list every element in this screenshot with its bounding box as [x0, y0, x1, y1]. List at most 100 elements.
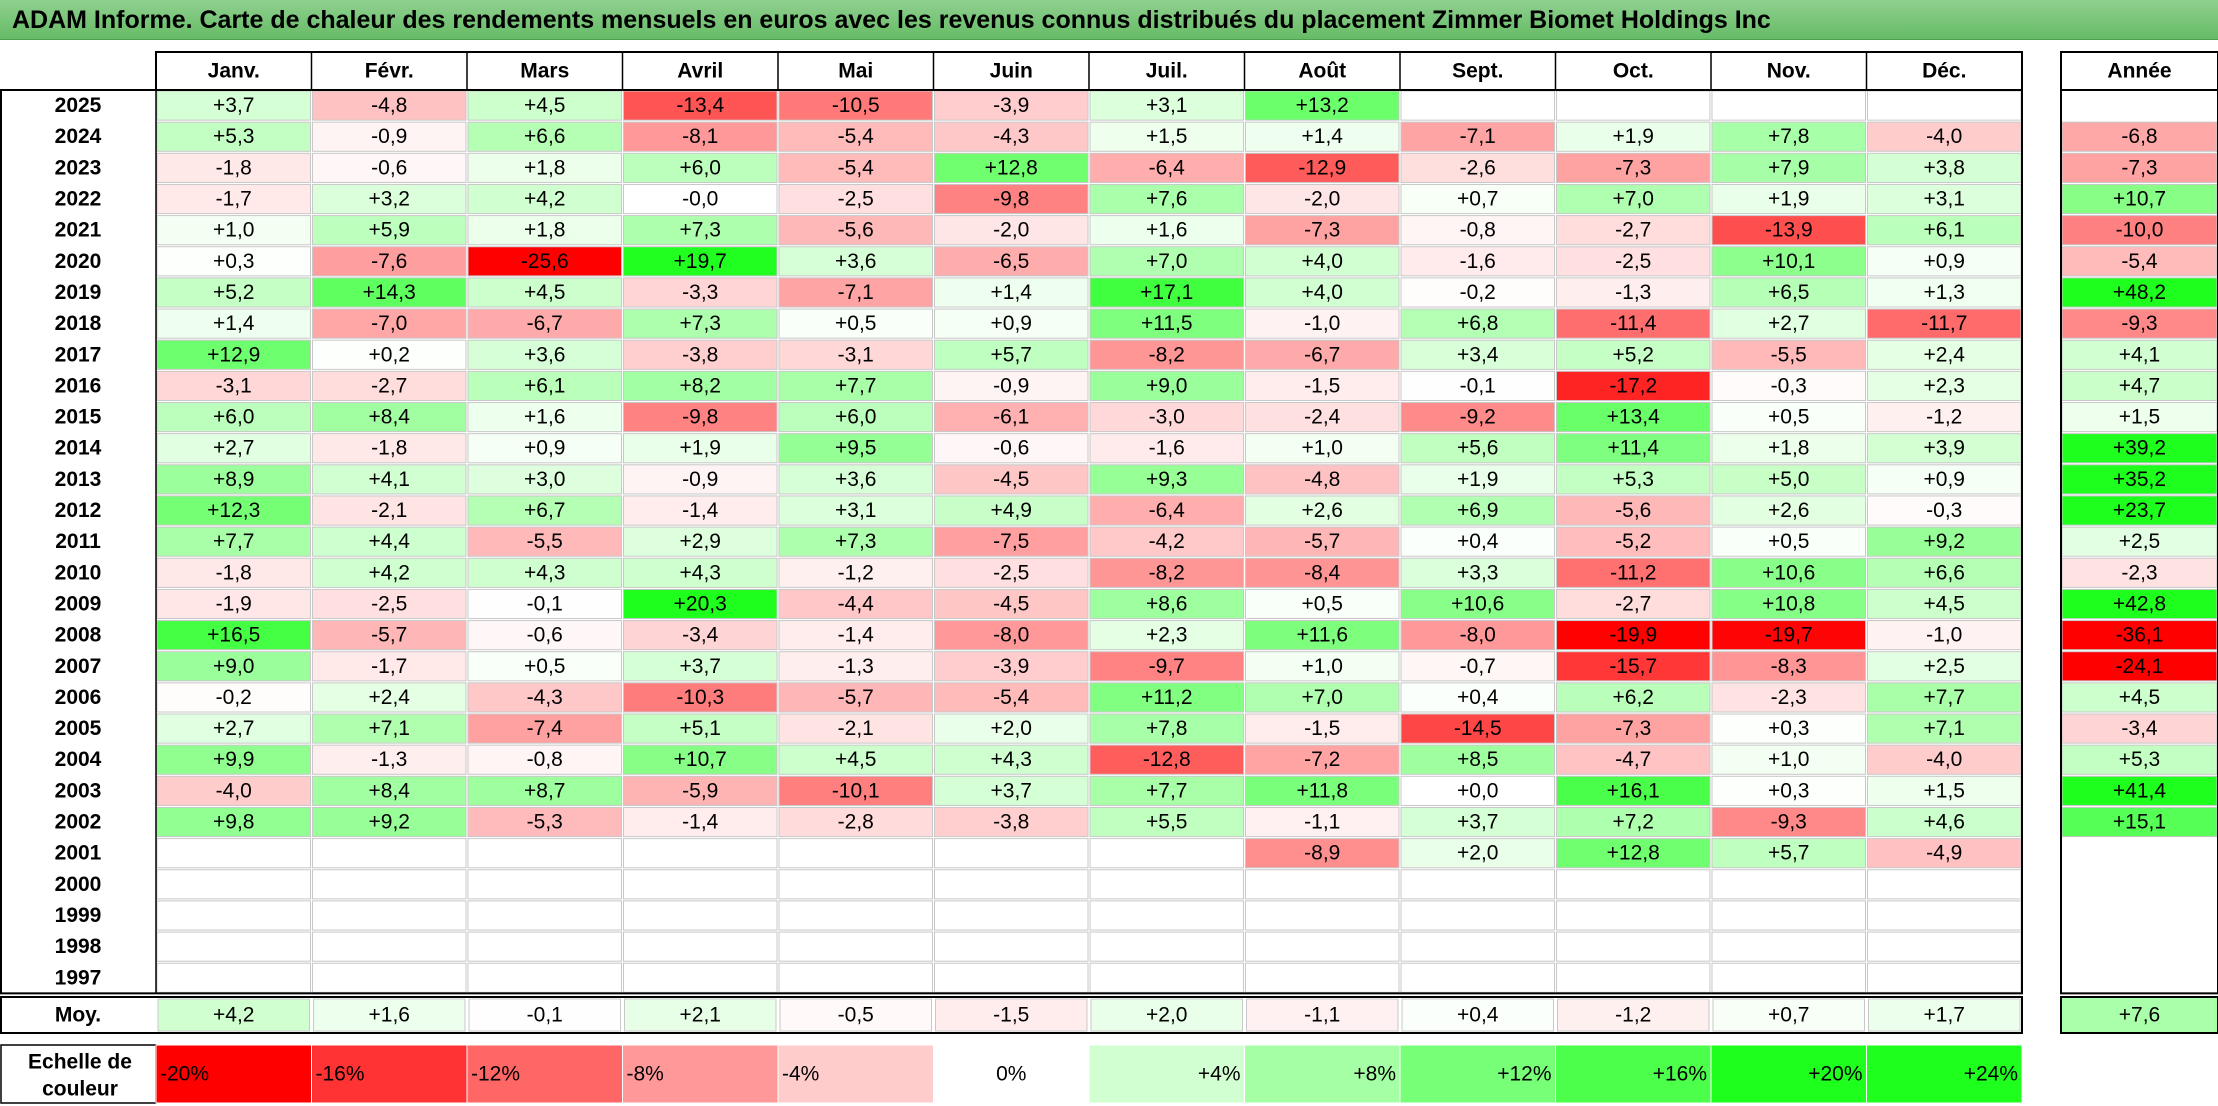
cell-value: +3,6 [524, 343, 565, 366]
heat-cell [1867, 433, 2022, 464]
heat-cell [312, 152, 467, 183]
heat-cell [778, 121, 933, 152]
heat-cell [1711, 277, 1866, 308]
cell-value: -11,4 [1610, 312, 1657, 335]
heat-cell [312, 962, 467, 993]
heat-cell [778, 215, 933, 246]
heat-cell [312, 121, 467, 152]
cell-value: +4,5 [835, 748, 876, 771]
heat-cell [623, 713, 778, 744]
heat-cell [1245, 682, 1400, 713]
heat-cell [467, 588, 622, 620]
cell-value: -9,2 [1460, 406, 1496, 429]
heat-cell [1711, 495, 1866, 526]
cell-value: +16,5 [207, 624, 260, 647]
annual-cell [2061, 277, 2218, 308]
cell-value: -7,3 [1304, 219, 1340, 242]
heat-cell [1089, 588, 1244, 620]
cell-value: +4,0 [1302, 250, 1343, 273]
heat-cell [1245, 713, 1400, 744]
cell-value: +9,5 [835, 437, 876, 460]
heat-cell [778, 900, 933, 931]
cell-value: -2,7 [1615, 219, 1651, 242]
cell-value: -8,2 [1149, 561, 1185, 584]
heat-cell [1245, 152, 1400, 183]
heat-cell [1400, 962, 1555, 993]
heat-cell [1711, 152, 1866, 183]
heat-cell [156, 433, 311, 464]
cell-value: +7,8 [1146, 717, 1187, 740]
cell-value: +3,9 [1924, 437, 1965, 460]
heat-cell [156, 682, 311, 713]
year-label: 2007 [55, 655, 102, 678]
heat-cell [1245, 557, 1400, 588]
cell-value: +3,0 [524, 468, 565, 491]
cell-value: +19,7 [674, 250, 727, 273]
cell-value: -5,6 [838, 219, 874, 242]
month-header-8: Août [1298, 60, 1346, 83]
cell-value: -7,3 [1615, 156, 1651, 179]
cell-value: +12,8 [985, 156, 1038, 179]
cell-value: -1,7 [371, 655, 407, 678]
cell-value: -1,8 [216, 156, 252, 179]
cell-value: -4,7 [1615, 748, 1651, 771]
heat-cell [1089, 775, 1244, 806]
heat-cell [623, 90, 778, 121]
annual-cell [2061, 495, 2218, 526]
heat-cell [1867, 90, 2022, 121]
heat-cell [467, 308, 622, 339]
heat-cell [623, 869, 778, 900]
cell-value: +10,1 [1762, 250, 1815, 273]
cell-value: -0,9 [682, 468, 718, 491]
heat-cell [623, 557, 778, 588]
heat-cell [778, 308, 933, 339]
cell-value: +4,5 [524, 94, 565, 117]
heat-cell [1867, 557, 2022, 588]
heat-cell [467, 900, 622, 931]
heat-cell [1556, 308, 1711, 339]
cell-value: -25,6 [521, 250, 569, 273]
heat-cell [623, 464, 778, 495]
cell-value: +2,4 [369, 686, 411, 709]
cell-value: -10,5 [832, 94, 880, 117]
cell-value: +9,3 [1146, 468, 1187, 491]
scale-swatch [1088, 1044, 1245, 1104]
heat-cell [778, 713, 933, 744]
heat-cell [1867, 246, 2022, 277]
heat-cell [1711, 246, 1866, 277]
heat-cell [934, 682, 1089, 713]
cell-value: +3,1 [835, 499, 876, 522]
cell-value: +3,7 [991, 779, 1032, 802]
heat-cell [778, 588, 933, 620]
heat-cell [1245, 339, 1400, 370]
heat-cell [467, 682, 622, 713]
heat-cell [1711, 308, 1866, 339]
heat-cell [156, 215, 311, 246]
cell-value: -7,0 [371, 312, 407, 335]
cell-value: -4,9 [1926, 842, 1962, 865]
scale-stop-label: -8% [627, 1063, 664, 1086]
cell-value: -0,2 [216, 686, 252, 709]
cell-value: -5,7 [1304, 530, 1340, 553]
heat-cell [1245, 900, 1400, 931]
heat-cell [1711, 464, 1866, 495]
annual-value: -24,1 [2116, 655, 2164, 678]
heat-cell [156, 869, 311, 900]
heat-cell [934, 183, 1089, 215]
cell-value: +0,9 [1924, 250, 1965, 273]
cell-value: -3,4 [682, 624, 719, 647]
cell-value: -0,6 [371, 156, 407, 179]
cell-value: -0,6 [993, 437, 1029, 460]
cell-value: -9,3 [1771, 811, 1807, 834]
cell-value: -7,5 [993, 530, 1029, 553]
scale-stop-label: -16% [316, 1063, 365, 1086]
heat-cell [1245, 744, 1400, 775]
annual-frame [2060, 89, 2218, 995]
heat-cell [156, 246, 311, 277]
heat-cell [1089, 806, 1244, 838]
heat-cell [1245, 183, 1400, 215]
heat-cell [467, 838, 622, 869]
cell-value: +16,1 [1607, 779, 1660, 802]
cell-value: -6,7 [527, 312, 563, 335]
heat-cell [156, 339, 311, 370]
